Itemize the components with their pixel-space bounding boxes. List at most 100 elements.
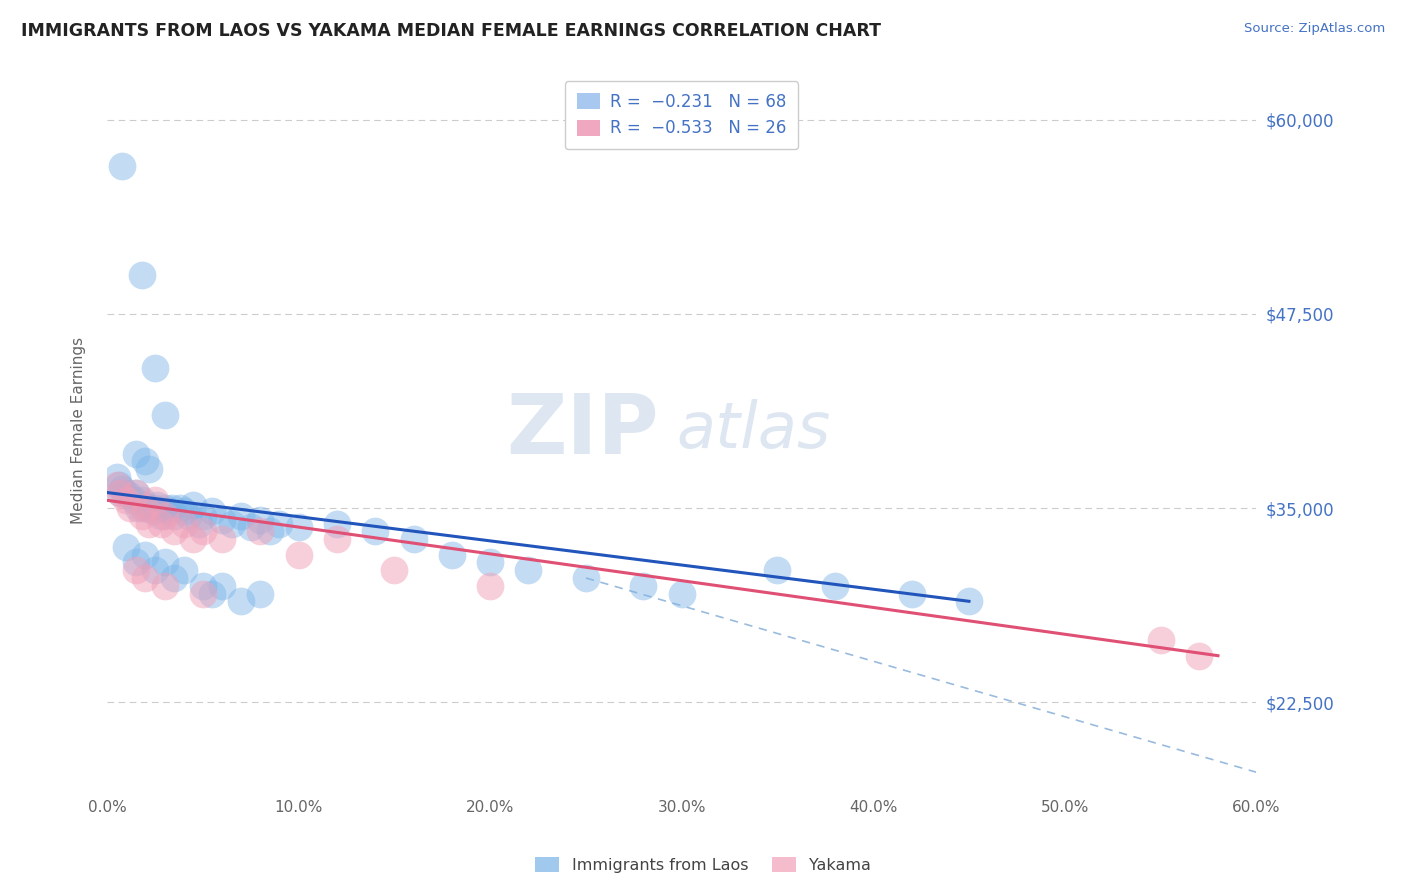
Point [127, 501, 149, 516]
Point [173, 563, 195, 577]
Point [957, 594, 980, 608]
Point [517, 563, 540, 577]
Point [163, 524, 186, 539]
Point [115, 540, 138, 554]
Point [132, 501, 155, 516]
Point [211, 579, 233, 593]
Point [188, 516, 211, 531]
Point [115, 493, 138, 508]
Point [134, 571, 156, 585]
Point [153, 556, 176, 570]
Point [191, 508, 214, 523]
Point [259, 524, 281, 539]
Point [239, 519, 262, 533]
Point [125, 563, 148, 577]
Point [115, 485, 138, 500]
Point [1149, 633, 1171, 648]
Point [382, 563, 405, 577]
Point [221, 516, 243, 531]
Point [181, 532, 204, 546]
Point [191, 586, 214, 600]
Point [900, 586, 922, 600]
Point [131, 493, 153, 508]
Point [173, 504, 195, 518]
Point [176, 508, 198, 523]
Point [201, 586, 224, 600]
Y-axis label: Median Female Earnings: Median Female Earnings [72, 337, 86, 524]
Point [134, 498, 156, 512]
Text: Source: ZipAtlas.com: Source: ZipAtlas.com [1244, 22, 1385, 36]
Point [201, 504, 224, 518]
Point [173, 516, 195, 531]
Point [134, 454, 156, 468]
Point [143, 563, 166, 577]
Point [110, 485, 132, 500]
Point [191, 524, 214, 539]
Point [249, 524, 271, 539]
Point [143, 493, 166, 508]
Point [134, 548, 156, 562]
Point [153, 408, 176, 422]
Point [211, 514, 233, 528]
Point [146, 498, 169, 512]
Point [249, 514, 271, 528]
Text: atlas: atlas [676, 400, 830, 461]
Point [157, 504, 180, 518]
Point [671, 586, 693, 600]
Point [287, 519, 309, 533]
Legend: R =  −0.231   N = 68, R =  −0.533   N = 26: R = −0.231 N = 68, R = −0.533 N = 26 [565, 81, 799, 149]
Point [364, 524, 387, 539]
Point [120, 501, 142, 516]
Point [125, 485, 148, 500]
Point [143, 501, 166, 516]
Point [125, 447, 148, 461]
Point [111, 159, 134, 173]
Point [479, 556, 502, 570]
Text: ZIP: ZIP [506, 390, 658, 471]
Point [211, 532, 233, 546]
Point [143, 361, 166, 376]
Point [122, 493, 145, 508]
Point [125, 556, 148, 570]
Point [138, 516, 160, 531]
Point [138, 462, 160, 476]
Point [153, 579, 176, 593]
Point [191, 579, 214, 593]
Point [138, 501, 160, 516]
Text: IMMIGRANTS FROM LAOS VS YAKAMA MEDIAN FEMALE EARNINGS CORRELATION CHART: IMMIGRANTS FROM LAOS VS YAKAMA MEDIAN FE… [21, 22, 882, 40]
Point [326, 516, 349, 531]
Point [326, 532, 349, 546]
Point [440, 548, 463, 562]
Point [163, 571, 186, 585]
Point [479, 579, 502, 593]
Point [105, 477, 128, 491]
Point [1188, 648, 1211, 663]
Point [153, 508, 176, 523]
Point [153, 501, 176, 516]
Point [249, 586, 271, 600]
Point [125, 485, 148, 500]
Point [111, 483, 134, 497]
Point [766, 563, 789, 577]
Point [163, 508, 186, 523]
Point [402, 532, 425, 546]
Point [107, 477, 129, 491]
Point [131, 268, 153, 282]
Point [181, 498, 204, 512]
Point [231, 594, 253, 608]
Point [149, 508, 172, 523]
Point [134, 501, 156, 516]
Legend: Immigrants from Laos, Yakama: Immigrants from Laos, Yakama [529, 851, 877, 880]
Point [110, 485, 132, 500]
Point [269, 516, 291, 531]
Point [824, 579, 846, 593]
Point [287, 548, 309, 562]
Point [169, 501, 191, 516]
Point [131, 508, 153, 523]
Point [231, 508, 253, 523]
Point [160, 501, 183, 516]
Point [120, 489, 142, 503]
Point [575, 571, 598, 585]
Point [633, 579, 655, 593]
Point [142, 504, 165, 518]
